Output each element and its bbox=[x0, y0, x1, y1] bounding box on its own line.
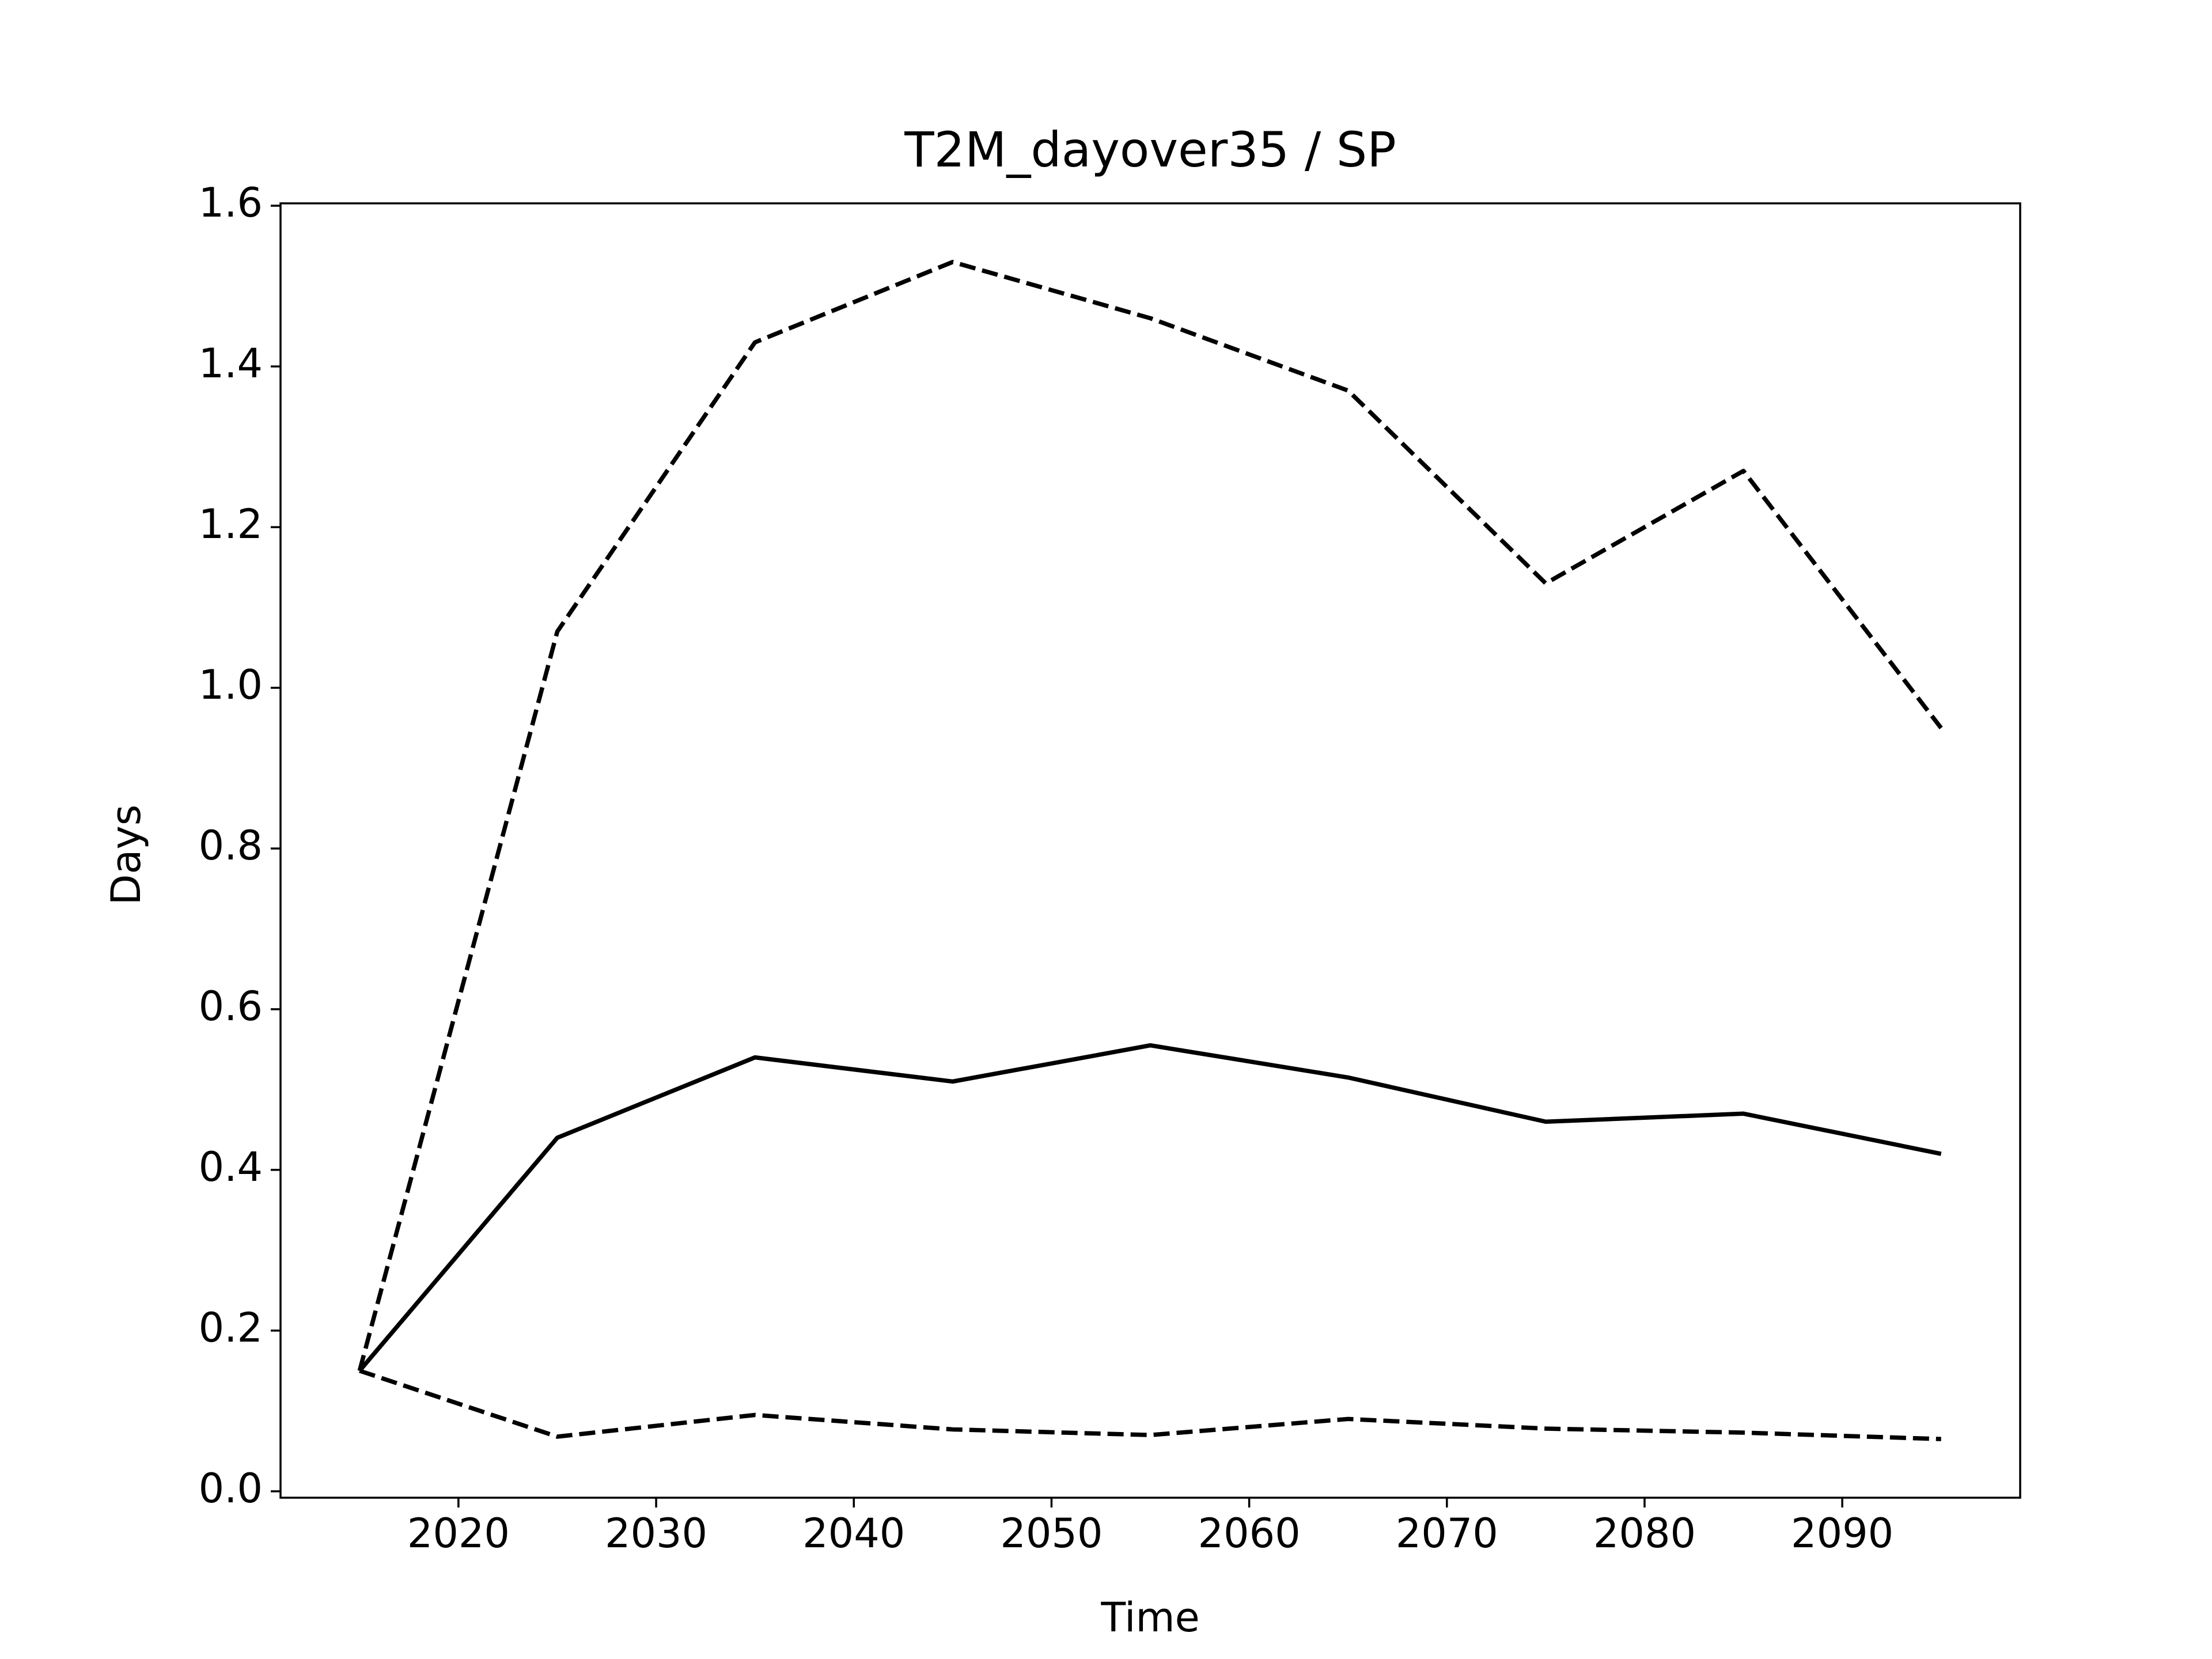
y-tick-label: 0.2 bbox=[199, 1304, 263, 1351]
x-tick-label: 2090 bbox=[1791, 1510, 1893, 1557]
x-tick-label: 2070 bbox=[1396, 1510, 1498, 1557]
y-tick-label: 1.4 bbox=[199, 340, 263, 387]
y-axis-label: Days bbox=[103, 805, 150, 906]
y-tick-label: 0.0 bbox=[199, 1465, 263, 1512]
line-series bbox=[358, 1043, 1942, 1373]
line-series bbox=[357, 260, 1943, 1372]
x-tick-label: 2080 bbox=[1593, 1510, 1696, 1557]
y-tick-label: 0.6 bbox=[199, 983, 263, 1030]
y-tick-label: 1.2 bbox=[199, 501, 263, 548]
x-axis-label: Time bbox=[1100, 1594, 1199, 1641]
chart-title: T2M_dayover35 / SP bbox=[904, 122, 1396, 178]
x-tick-label: 2050 bbox=[1000, 1510, 1103, 1557]
y-tick-label: 0.4 bbox=[199, 1143, 263, 1191]
x-tick-label: 2060 bbox=[1198, 1510, 1301, 1557]
y-tick-label: 1.0 bbox=[199, 661, 263, 709]
x-tick-label: 2020 bbox=[407, 1510, 510, 1557]
x-tick-label: 2030 bbox=[605, 1510, 707, 1557]
x-tick-label: 2040 bbox=[802, 1510, 905, 1557]
plot-frame bbox=[279, 202, 2021, 1499]
y-tick-label: 1.6 bbox=[199, 179, 263, 226]
y-tick-label: 0.8 bbox=[199, 822, 263, 869]
